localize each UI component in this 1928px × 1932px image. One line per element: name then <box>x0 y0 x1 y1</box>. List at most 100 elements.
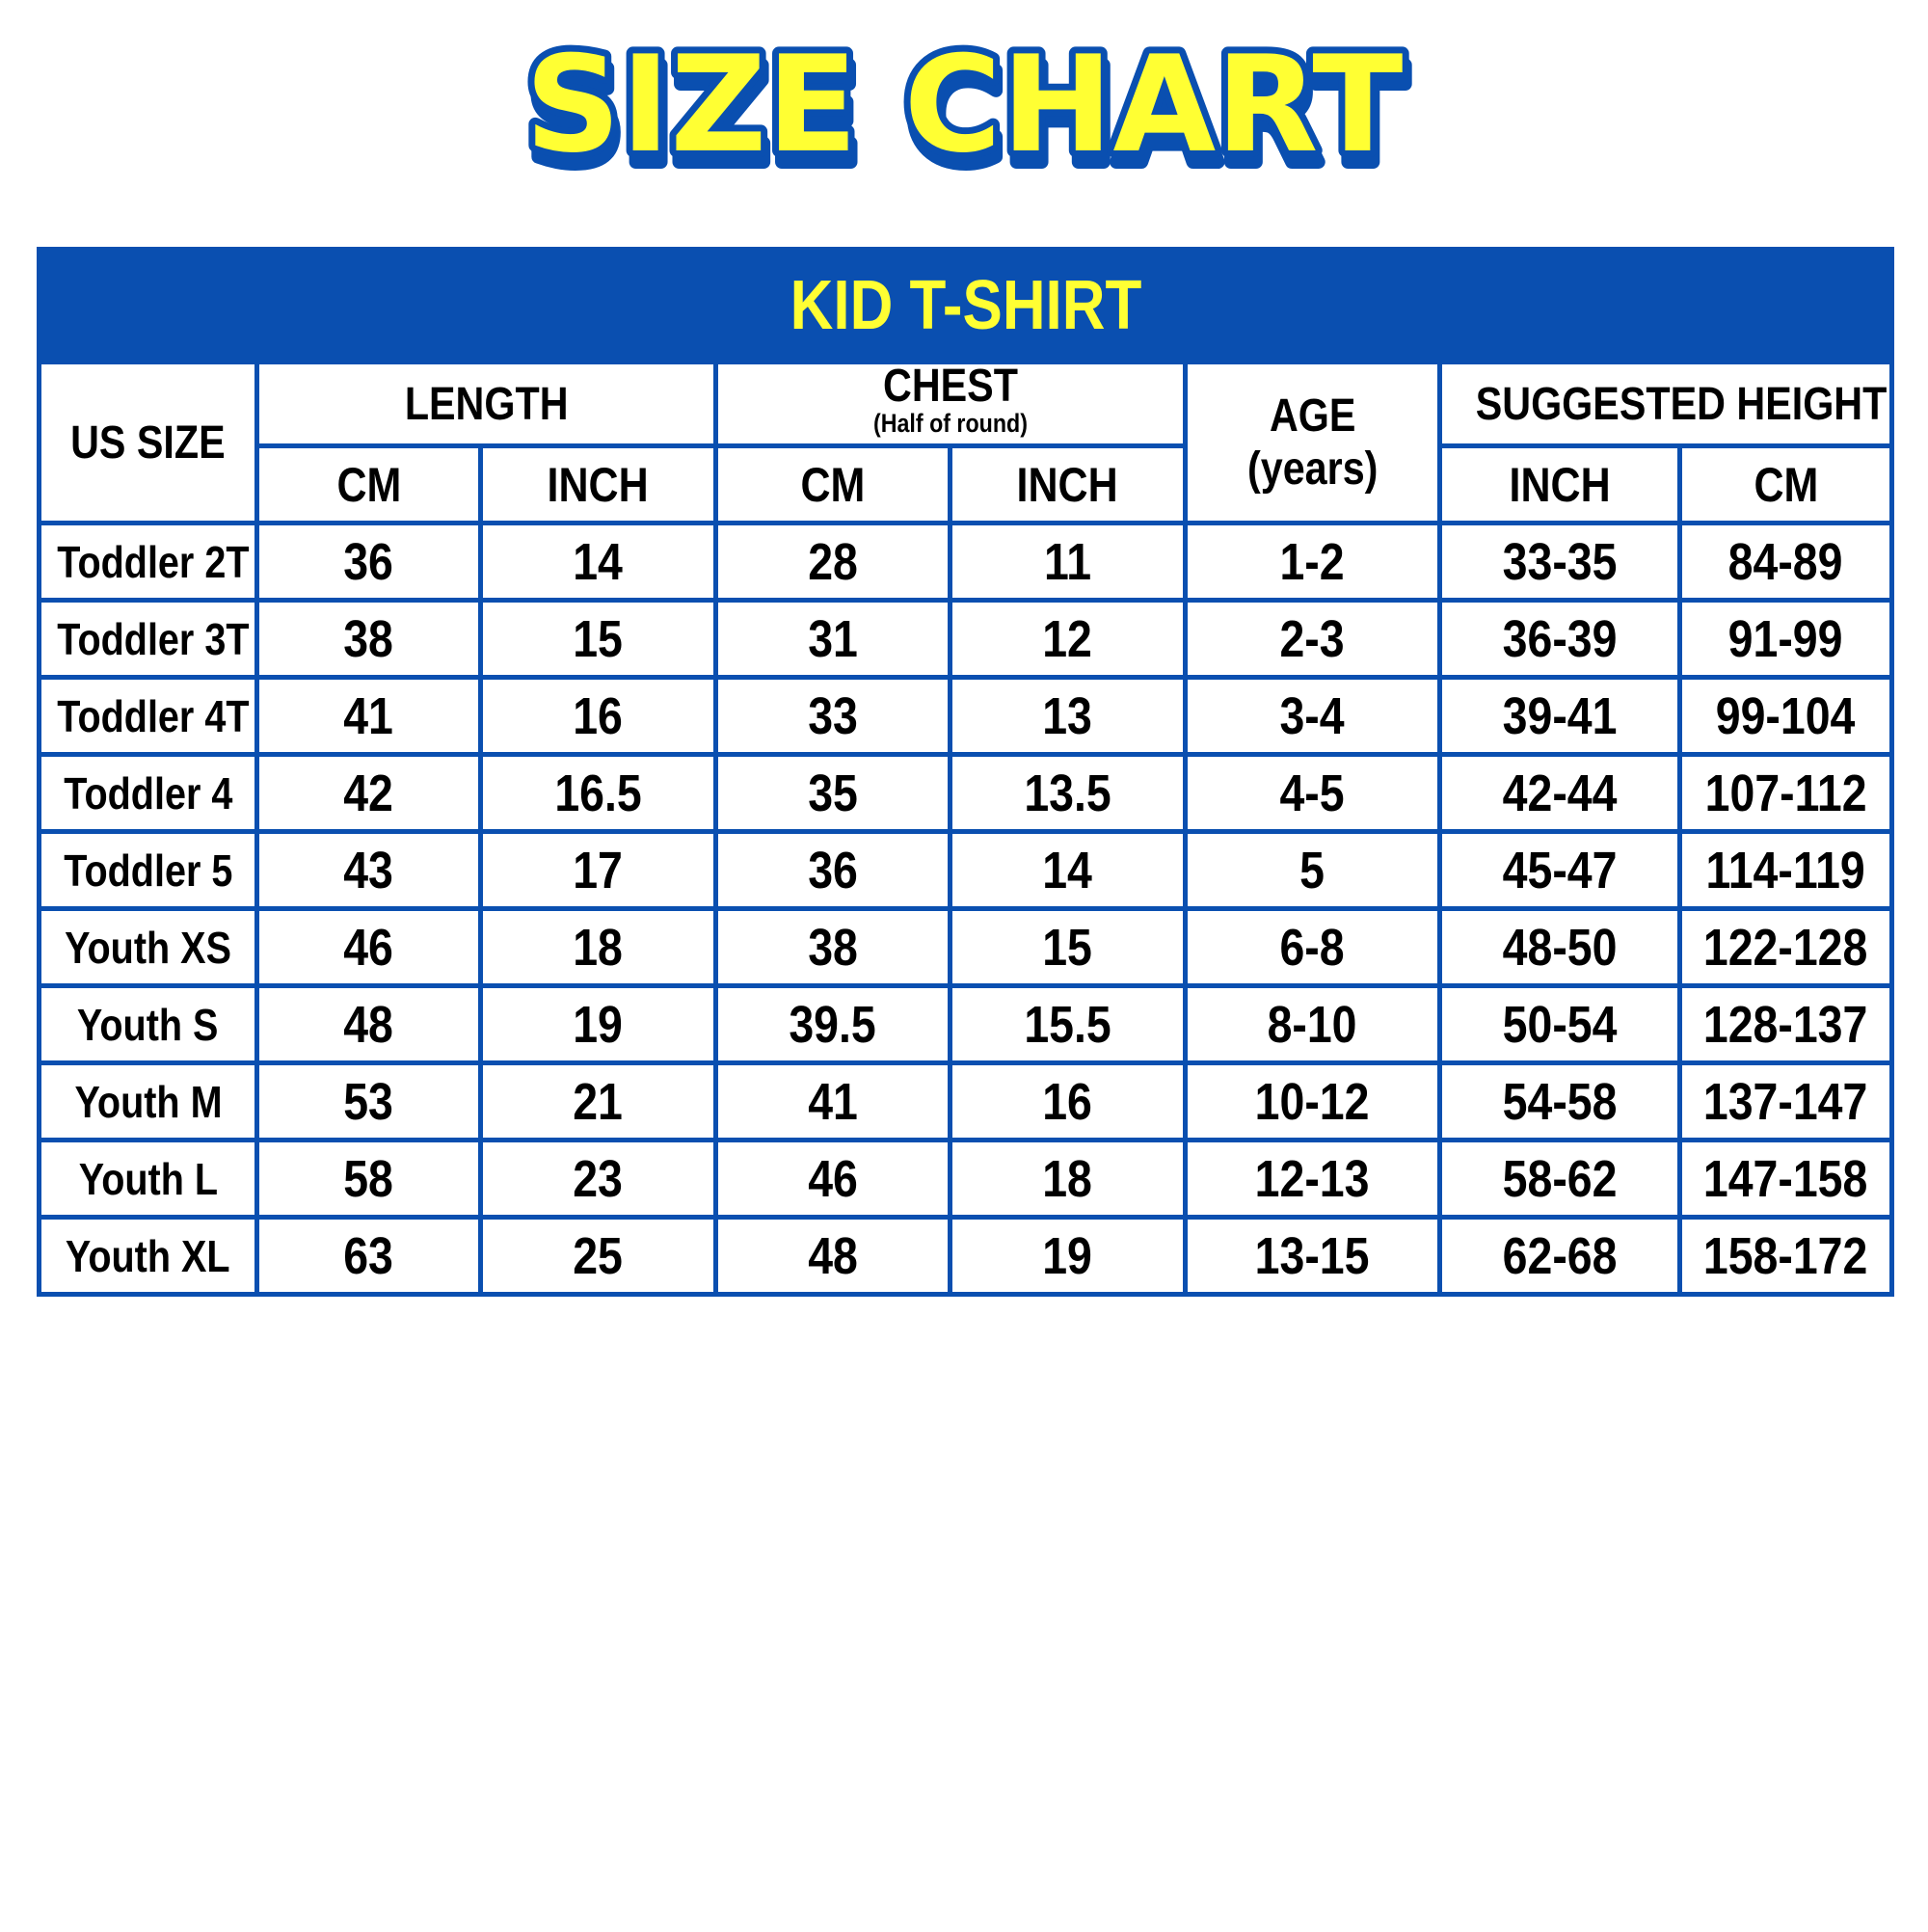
cell-length-cm: 46 <box>254 906 483 988</box>
table-body: Toddler 2T 36 14 28 11 1-2 33-35 84-89 Toddler 3… <box>37 521 1895 1297</box>
header-suggested-height: SUGGESTED HEIGHT <box>1436 360 1895 448</box>
cell-height-inch: 58-62 <box>1437 1138 1682 1220</box>
cell-length-inch: 21 <box>478 1060 718 1142</box>
cell-size: Youth M <box>37 1060 259 1142</box>
table-row: Toddler 2T 36 14 28 11 1-2 33-35 84-89 <box>37 521 1895 603</box>
cell-age: 5 <box>1183 829 1442 911</box>
cell-height-cm: 158-172 <box>1676 1215 1895 1297</box>
cell-chest-cm: 28 <box>713 521 952 603</box>
cell-size: Youth XS <box>37 906 259 988</box>
cell-chest-inch: 19 <box>948 1215 1188 1297</box>
table-row: Toddler 4T 41 16 33 13 3-4 39-41 99-104 <box>37 675 1895 757</box>
header-us-size: US SIZE <box>37 360 259 525</box>
cell-size: Toddler 3T <box>37 598 259 680</box>
cell-size: Youth S <box>37 983 259 1065</box>
header-chest: CHEST (Half of round) <box>713 360 1188 448</box>
cell-age: 2-3 <box>1183 598 1442 680</box>
cell-size: Youth XL <box>37 1215 259 1297</box>
cell-age: 1-2 <box>1183 521 1442 603</box>
size-table: KID T-SHIRT US SIZE LENGTH CHEST (Half of… <box>36 247 1895 1297</box>
cell-length-cm: 43 <box>254 829 483 911</box>
cell-length-inch: 17 <box>478 829 718 911</box>
cell-age: 13-15 <box>1183 1215 1442 1297</box>
header-length-cm: CM <box>254 443 483 525</box>
cell-chest-cm: 46 <box>713 1138 952 1220</box>
cell-length-cm: 36 <box>254 521 483 603</box>
cell-chest-inch: 16 <box>948 1060 1188 1142</box>
cell-chest-inch: 15 <box>948 906 1188 988</box>
cell-height-inch: 62-68 <box>1437 1215 1682 1297</box>
cell-chest-cm: 36 <box>713 829 952 911</box>
cell-length-cm: 53 <box>254 1060 483 1142</box>
cell-length-cm: 63 <box>254 1215 483 1297</box>
cell-height-inch: 39-41 <box>1437 675 1682 757</box>
cell-size: Toddler 4T <box>37 675 259 757</box>
table-row: Youth L 58 23 46 18 12-13 58-62 147-158 <box>37 1138 1895 1220</box>
cell-height-cm: 114-119 <box>1676 829 1895 911</box>
cell-height-inch: 50-54 <box>1437 983 1682 1065</box>
cell-length-cm: 38 <box>254 598 483 680</box>
cell-chest-cm: 48 <box>713 1215 952 1297</box>
cell-size: Youth L <box>37 1138 259 1220</box>
cell-size: Toddler 4 <box>37 752 259 834</box>
cell-chest-cm: 35 <box>713 752 952 834</box>
cell-length-inch: 16 <box>478 675 718 757</box>
cell-age: 10-12 <box>1183 1060 1442 1142</box>
cell-chest-cm: 31 <box>713 598 952 680</box>
cell-height-cm: 84-89 <box>1676 521 1895 603</box>
cell-length-inch: 19 <box>478 983 718 1065</box>
cell-size: Toddler 2T <box>37 521 259 603</box>
cell-chest-cm: 33 <box>713 675 952 757</box>
cell-chest-inch: 14 <box>948 829 1188 911</box>
table-caption: KID T-SHIRT <box>36 247 1895 364</box>
cell-height-cm: 122-128 <box>1676 906 1895 988</box>
cell-age: 12-13 <box>1183 1138 1442 1220</box>
cell-chest-cm: 38 <box>713 906 952 988</box>
table-row: Youth M 53 21 41 16 10-12 54-58 137-147 <box>37 1060 1895 1142</box>
cell-length-inch: 14 <box>478 521 718 603</box>
cell-size: Toddler 5 <box>37 829 259 911</box>
cell-chest-inch: 11 <box>948 521 1188 603</box>
cell-length-cm: 58 <box>254 1138 483 1220</box>
header-age-unit: (years) <box>1246 443 1379 495</box>
cell-height-inch: 48-50 <box>1437 906 1682 988</box>
header-age: AGE (years) <box>1183 360 1442 525</box>
cell-height-cm: 107-112 <box>1676 752 1895 834</box>
table-row: Youth XL 63 25 48 19 13-15 62-68 158-172 <box>37 1215 1895 1297</box>
table-row: Youth S 48 19 39.5 15.5 8-10 50-54 128-137 <box>37 983 1895 1065</box>
cell-length-inch: 18 <box>478 906 718 988</box>
table-row: Toddler 3T 38 15 31 12 2-3 36-39 91-99 <box>37 598 1895 680</box>
cell-chest-cm: 39.5 <box>713 983 952 1065</box>
cell-age: 6-8 <box>1183 906 1442 988</box>
size-chart-title: SIZE CHART <box>0 19 1928 193</box>
title-text: SIZE CHART <box>525 27 1404 182</box>
cell-length-cm: 41 <box>254 675 483 757</box>
header-length-inch: INCH <box>478 443 718 525</box>
cell-length-inch: 16.5 <box>478 752 718 834</box>
cell-height-inch: 33-35 <box>1437 521 1682 603</box>
cell-height-cm: 99-104 <box>1676 675 1895 757</box>
cell-age: 8-10 <box>1183 983 1442 1065</box>
cell-chest-inch: 18 <box>948 1138 1188 1220</box>
header-chest-note: (Half of round) <box>873 409 1028 438</box>
cell-age: 4-5 <box>1183 752 1442 834</box>
cell-height-inch: 45-47 <box>1437 829 1682 911</box>
table-row: Toddler 5 43 17 36 14 5 45-47 114-119 <box>37 829 1895 911</box>
cell-length-cm: 42 <box>254 752 483 834</box>
header-height-inch: INCH <box>1437 443 1682 525</box>
header-chest-cm: CM <box>713 443 952 525</box>
cell-chest-cm: 41 <box>713 1060 952 1142</box>
cell-chest-inch: 12 <box>948 598 1188 680</box>
cell-length-inch: 23 <box>478 1138 718 1220</box>
header-length: LENGTH <box>254 360 718 448</box>
cell-length-cm: 48 <box>254 983 483 1065</box>
cell-height-inch: 54-58 <box>1437 1060 1682 1142</box>
cell-length-inch: 25 <box>478 1215 718 1297</box>
header-age-label: AGE <box>1269 390 1356 442</box>
cell-height-cm: 128-137 <box>1676 983 1895 1065</box>
table-row: Youth XS 46 18 38 15 6-8 48-50 122-128 <box>37 906 1895 988</box>
cell-height-cm: 137-147 <box>1676 1060 1895 1142</box>
cell-length-inch: 15 <box>478 598 718 680</box>
cell-height-cm: 147-158 <box>1676 1138 1895 1220</box>
header-chest-label: CHEST <box>883 361 1018 412</box>
